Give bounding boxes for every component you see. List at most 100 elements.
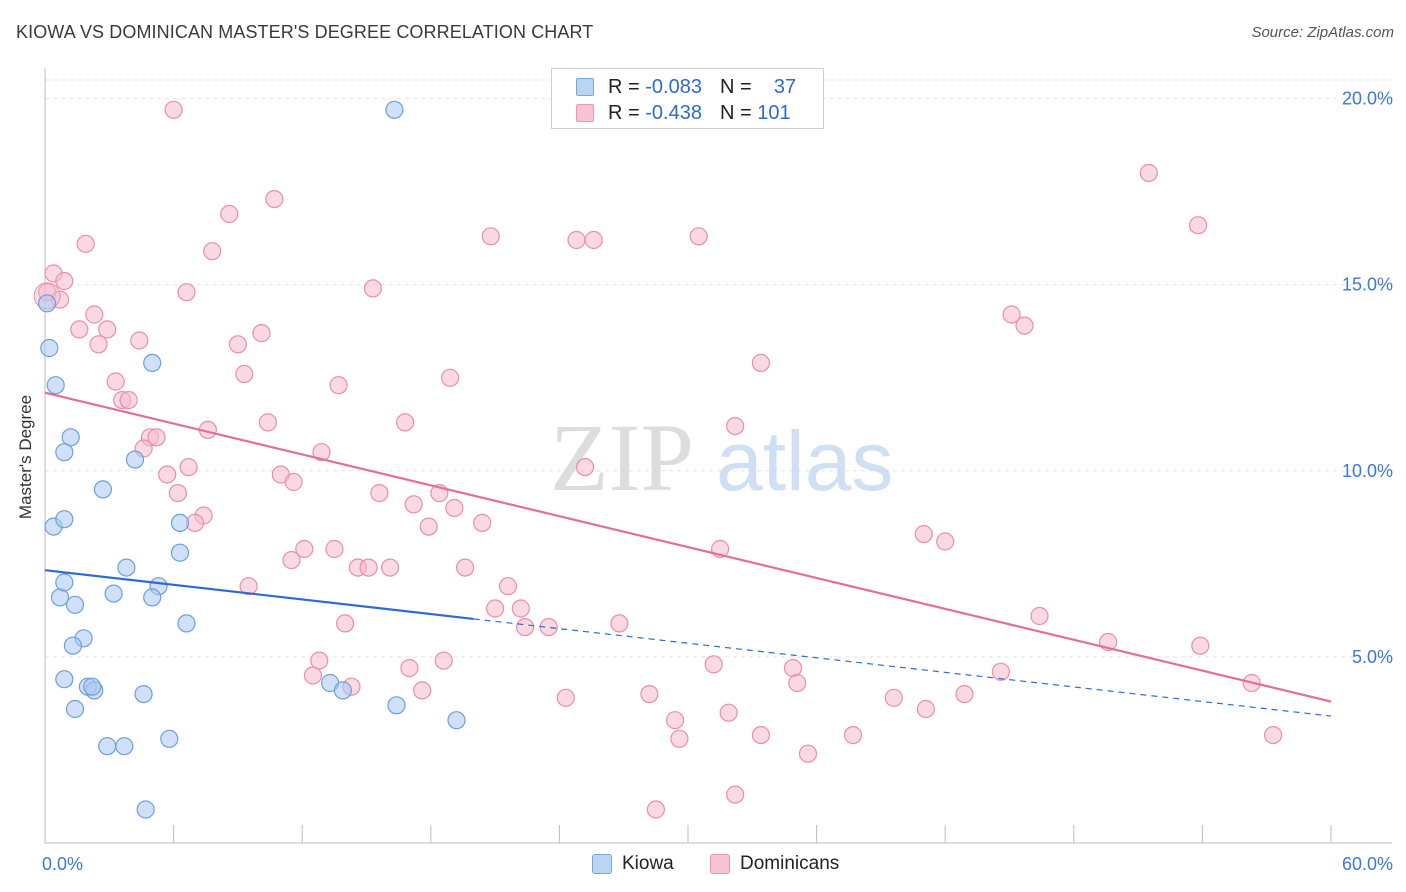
y-tick-label: 10.0% [1342, 461, 1393, 481]
dominicans-point [640, 684, 659, 704]
kiowa-point [160, 729, 179, 748]
dominicans-point [239, 577, 258, 596]
dominicans-point [788, 673, 807, 693]
dominicans-point [1263, 725, 1283, 745]
dominicans-point [567, 230, 586, 250]
dominicans-point [751, 353, 771, 372]
x-tick-label: 0.0% [42, 854, 83, 874]
bottom-legend-dominicans: Dominicans [710, 852, 839, 876]
dominicans-point [689, 227, 708, 246]
dominicans-point [106, 372, 125, 391]
dominicans-point [179, 458, 198, 477]
dominicans-point [936, 532, 955, 551]
dominicans-point [441, 368, 460, 387]
dominicans-point [539, 617, 558, 637]
dominicans-point [85, 305, 104, 324]
trend-lines [44, 391, 1332, 717]
dominicans-point [419, 517, 438, 536]
dominicans-point [258, 413, 277, 432]
dominicans-point [76, 234, 95, 253]
kiowa-point [37, 294, 57, 313]
dominicans-point [843, 725, 863, 745]
kiowa-point [117, 558, 136, 577]
kiowa-point [385, 100, 404, 119]
dominicans-point [955, 684, 974, 704]
dominicans-swatch [576, 104, 594, 122]
dominicans-point [515, 617, 535, 637]
dominicans-point [719, 703, 738, 722]
dominicans-point [751, 725, 771, 745]
dominicans-point [396, 413, 415, 432]
dominicans-point [434, 651, 453, 670]
dominicans-point [914, 524, 933, 544]
y-tick-label: 20.0% [1342, 89, 1393, 109]
dominicans-point [203, 242, 222, 261]
dominicans-point [336, 614, 355, 633]
dominicans-point [1188, 216, 1208, 235]
dominicans-n-value: 101 [757, 101, 791, 124]
dominicans-point [1015, 316, 1034, 335]
kiowa-point [170, 513, 190, 533]
kiowa-point [55, 443, 74, 462]
dominicans-point [610, 614, 629, 633]
kiowa-point [125, 450, 145, 469]
bottom-legend-kiowa: Kiowa [592, 852, 674, 876]
dominicans-n-label: N = [719, 101, 752, 124]
legend-row-dominicans: R = -0.438 N = 101 [576, 101, 791, 125]
dominicans-point [556, 688, 575, 707]
kiowa-legend-swatch [592, 854, 612, 874]
dominicans-point [1191, 636, 1210, 655]
kiowa-n-value: 37 [773, 75, 797, 98]
dominicans-point [177, 283, 196, 302]
dominicans-point [481, 227, 500, 246]
chart-title: KIOWA VS DOMINICAN MASTER'S DEGREE CORRE… [16, 22, 594, 42]
kiowa-point [143, 588, 162, 607]
dominicans-point [400, 658, 419, 678]
watermark-zip: ZIP [550, 404, 694, 511]
kiowa-point [177, 614, 196, 633]
kiowa-point [333, 681, 352, 700]
dominicans-point [329, 376, 348, 395]
dominicans-point [584, 230, 603, 250]
dominicans-point [220, 204, 239, 224]
dominicans-point [498, 577, 518, 596]
dominicans-r-label: R = [608, 101, 640, 124]
kiowa-point [104, 584, 123, 603]
kiowa-point [134, 684, 153, 704]
kiowa-point [93, 480, 113, 499]
dominicans-point [295, 539, 314, 559]
dominicans-point [265, 190, 284, 209]
kiowa-point [143, 353, 162, 372]
kiowa-r-label: R = [608, 75, 640, 98]
kiowa-point [83, 677, 102, 696]
dominicans-point [282, 550, 301, 570]
dominicans-point [363, 279, 382, 298]
kiowa-r-value: -0.083 [645, 75, 702, 98]
dominicans-point [119, 391, 138, 410]
kiowa-point [98, 737, 117, 756]
kiowa-point [55, 573, 74, 592]
dominicans-legend-swatch [710, 854, 730, 874]
dominicans-r-value: -0.438 [645, 101, 702, 124]
dominicans-point [130, 331, 149, 350]
source-credit: Source: ZipAtlas.com [1251, 24, 1394, 41]
dominicans-point [413, 681, 432, 700]
dominicans-point [884, 688, 903, 707]
dominicans-point [665, 711, 685, 730]
y-tick-label: 5.0% [1352, 647, 1393, 667]
watermark: ZIP atlas [550, 404, 893, 511]
dominicans-point [55, 271, 74, 291]
dominicans-point [1030, 606, 1049, 626]
dominicans-point [486, 599, 505, 618]
dominicans-point [325, 539, 344, 559]
dominicans-point [158, 465, 177, 484]
dominicans-point [164, 100, 183, 119]
dominicans-point [235, 364, 254, 384]
dominicans-point [1139, 163, 1158, 183]
kiowa-points [37, 100, 466, 819]
kiowa-point [447, 711, 466, 730]
kiowa-point [170, 543, 190, 562]
kiowa-swatch [576, 78, 594, 96]
dominicans-point [916, 699, 936, 719]
dominicans-point [284, 472, 303, 492]
